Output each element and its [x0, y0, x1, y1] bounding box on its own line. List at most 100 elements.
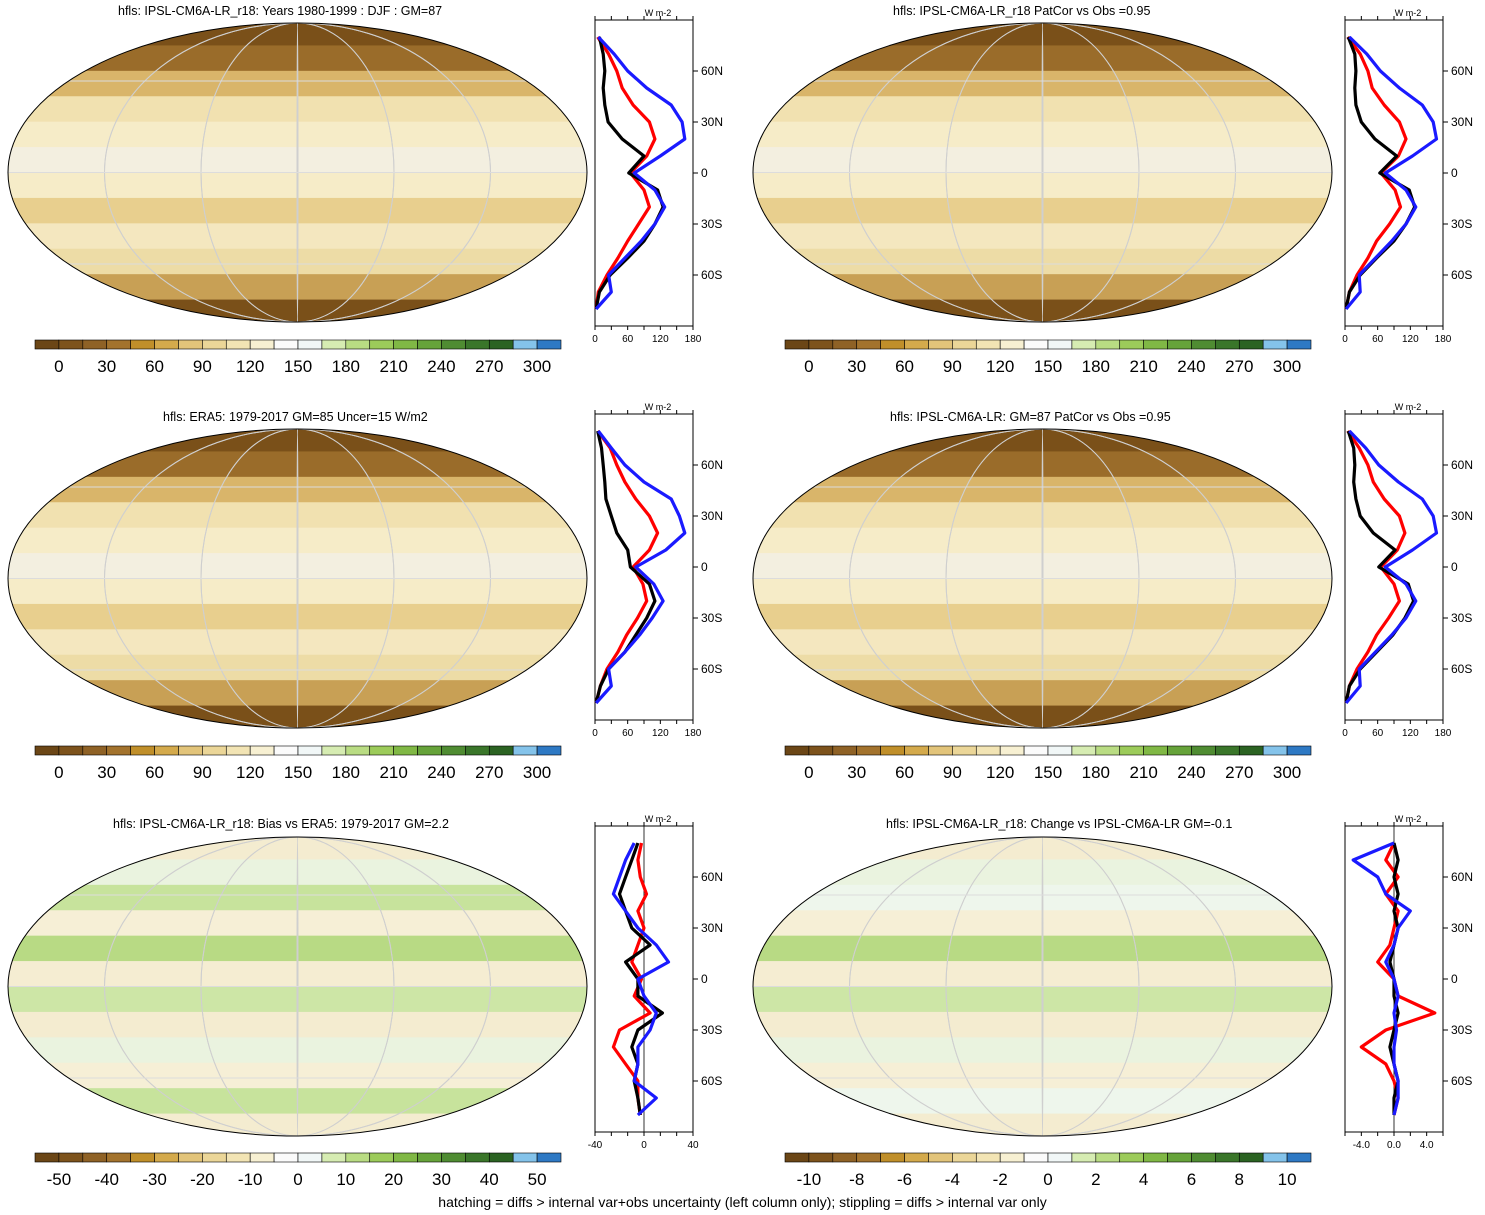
colorbar-tick-label: 0: [804, 763, 813, 782]
colorbar-swatch: [1262, 1152, 1288, 1163]
colorbar-swatch: [321, 339, 347, 350]
colorbar-swatch: [880, 745, 905, 756]
zonal-mean-panel-1: W m-2 60N 30N 0 30S 60S 0 60 120 180: [592, 8, 723, 345]
colorbar-tick-label: 60: [145, 357, 164, 376]
colorbar-swatch: [975, 1152, 1001, 1163]
colorbar-swatch: [856, 339, 881, 350]
zonal-lat-tick-label: 30N: [701, 921, 723, 935]
colorbar-panel-5: -50 -40 -30 -20 -10 0 10 20 30 40 50: [34, 1152, 562, 1189]
zonal-value-tick-label: -40: [588, 1140, 603, 1151]
colorbar-swatch: [106, 339, 131, 350]
colorbar-tick-label: 0: [54, 357, 63, 376]
colorbar-swatch: [784, 339, 810, 350]
colorbar-tick-label: 180: [1082, 357, 1110, 376]
colorbar-tick-label: -50: [47, 1170, 72, 1189]
colorbar-swatch: [58, 339, 84, 350]
colorbar-swatch: [178, 1152, 203, 1163]
colorbar-panel-4: 0 30 60 90 120 150 180 210 240 270 300: [784, 745, 1312, 782]
colorbar-swatch: [904, 1152, 929, 1163]
map-panel-1: [7, 22, 588, 323]
colorbar-swatch: [928, 745, 953, 756]
colorbar-swatch: [321, 1152, 347, 1163]
colorbar-swatch: [1071, 745, 1097, 756]
colorbar-swatch: [1119, 745, 1144, 756]
colorbar-swatch: [808, 339, 834, 350]
colorbar-swatch: [808, 1152, 834, 1163]
colorbar-swatch: [952, 339, 977, 350]
colorbar-swatch: [249, 745, 275, 756]
colorbar-swatch: [202, 745, 227, 756]
colorbar-swatch: [249, 1152, 275, 1163]
colorbar-swatch: [1095, 1152, 1121, 1163]
colorbar-swatch: [536, 1152, 562, 1163]
colorbar-swatch: [130, 339, 155, 350]
zonal-lat-tick-label: 30S: [701, 1023, 722, 1037]
zonal-lat-tick-label: 30N: [1451, 115, 1473, 129]
colorbar-swatch: [1023, 339, 1049, 350]
colorbar-tick-label: 90: [193, 763, 212, 782]
colorbar-swatch: [1143, 1152, 1168, 1163]
colorbar-swatch: [154, 339, 179, 350]
zonal-value-tick-label: 0: [1342, 728, 1348, 739]
zonal-lat-tick-label: 0: [701, 166, 708, 180]
colorbar-swatch: [856, 745, 881, 756]
panel-title-4: hfls: IPSL-CM6A-LR: GM=87 PatCor vs Obs …: [890, 410, 1171, 424]
panel-title-1: hfls: IPSL-CM6A-LR_r18: Years 1980-1999 …: [118, 4, 443, 18]
zonal-lat-tick-label: 60N: [701, 870, 723, 884]
zonal-value-tick-label: 0: [592, 334, 598, 345]
colorbar-tick-label: 30: [847, 357, 866, 376]
colorbar-swatch: [106, 745, 131, 756]
colorbar-tick-label: 30: [847, 763, 866, 782]
colorbar-tick-label: 150: [284, 763, 312, 782]
zonal-lat-tick-label: 0: [1451, 166, 1458, 180]
colorbar-tick-label: -2: [993, 1170, 1008, 1189]
zonal-value-tick-label: 180: [685, 728, 702, 739]
colorbar-tick-label: 90: [943, 763, 962, 782]
colorbar-swatch: [928, 1152, 953, 1163]
zonal-value-tick-label: 60: [622, 728, 634, 739]
zonal-value-tick-label: 60: [1372, 334, 1384, 345]
colorbar-swatch: [952, 745, 977, 756]
zonal-lat-tick-label: 30N: [701, 115, 723, 129]
colorbar-tick-label: 0: [1043, 1170, 1052, 1189]
colorbar-panel-1: 0 30 60 90 120 150 180 210 240 270 300: [34, 339, 562, 376]
colorbar-swatch: [417, 1152, 442, 1163]
colorbar-swatch: [856, 1152, 881, 1163]
colorbar-tick-label: 240: [427, 763, 455, 782]
colorbar-swatch: [1071, 1152, 1097, 1163]
zonal-lat-tick-label: 60S: [701, 268, 722, 282]
colorbar-swatch: [488, 745, 514, 756]
colorbar-swatch: [1023, 745, 1049, 756]
colorbar-swatch: [441, 745, 466, 756]
zonal-lat-tick-label: 60N: [1451, 458, 1473, 472]
colorbar-swatch: [880, 339, 905, 350]
map-panel-2: [752, 22, 1333, 323]
colorbar-swatch: [178, 339, 203, 350]
map-panel-5: [7, 836, 588, 1137]
zonal-series-line: [594, 36, 665, 310]
colorbar-tick-label: 300: [523, 357, 551, 376]
colorbar-tick-label: 0: [293, 1170, 302, 1189]
zonal-lat-tick-label: 60S: [1451, 1074, 1472, 1088]
colorbar-swatch: [178, 745, 203, 756]
colorbar-tick-label: 270: [475, 763, 503, 782]
colorbar-tick-label: 270: [1225, 357, 1253, 376]
colorbar-swatch: [225, 1152, 251, 1163]
zonal-value-tick-label: 0.0: [1387, 1140, 1401, 1151]
zonal-value-tick-label: -4.0: [1353, 1140, 1371, 1151]
colorbar-swatch: [1262, 745, 1288, 756]
colorbar-swatch: [1191, 1152, 1216, 1163]
zonal-lat-tick-label: 0: [701, 972, 708, 986]
zonal-unit-label: W m-2: [645, 8, 672, 18]
zonal-mean-panel-4: W m-2 60N 30N 0 30S 60S 0 60 120 180: [1342, 402, 1473, 739]
zonal-lat-tick-label: 60N: [1451, 64, 1473, 78]
colorbar-swatch: [154, 1152, 179, 1163]
zonal-lat-tick-label: 30N: [701, 509, 723, 523]
colorbar-swatch: [832, 1152, 858, 1163]
zonal-lat-tick-label: 30S: [701, 611, 722, 625]
colorbar-swatch: [465, 745, 490, 756]
colorbar-swatch: [1119, 339, 1144, 350]
zonal-value-tick-label: 0: [1342, 334, 1348, 345]
colorbar-tick-label: -10: [797, 1170, 822, 1189]
colorbar-swatch: [1215, 1152, 1240, 1163]
